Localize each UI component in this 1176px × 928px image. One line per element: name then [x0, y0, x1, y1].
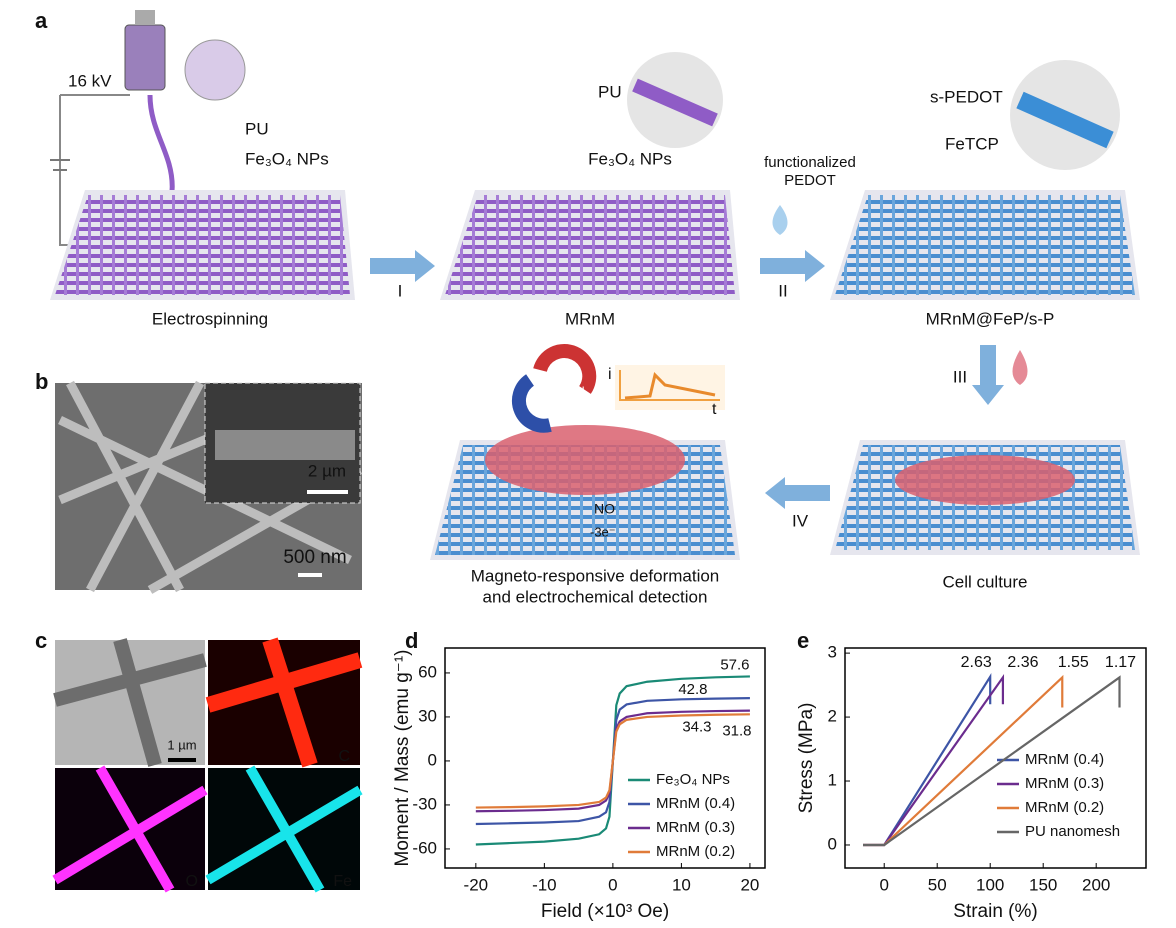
map-label: Fe	[333, 873, 352, 890]
panel-b-image	[55, 380, 363, 594]
legend-text: PU	[245, 119, 269, 138]
legend-label: PU nanomesh	[1025, 823, 1120, 840]
series-line	[475, 713, 750, 809]
x-tick-label: -10	[532, 875, 557, 894]
reaction: -3e⁻	[590, 524, 616, 539]
step-label: Magneto-responsive deformation	[471, 566, 720, 585]
scale-bar-label: 2 µm	[308, 461, 346, 480]
x-tick-label: 0	[879, 875, 888, 894]
value-label: 42.8	[678, 681, 707, 698]
scale-bar-label: 500 nm	[283, 547, 346, 568]
map-label: O	[186, 873, 198, 890]
magnet-pole: S	[546, 404, 554, 418]
y-tick-label: 60	[418, 662, 437, 681]
magnet-pole: N	[576, 384, 585, 398]
legend-label: MRnM (0.4)	[1025, 751, 1104, 768]
y-tick-label: -60	[412, 838, 437, 857]
x-tick-label: -20	[464, 875, 489, 894]
arrow-label: III	[953, 367, 967, 386]
series-line	[863, 673, 1005, 847]
step-label: MRnM	[565, 309, 615, 328]
x-tick-label: 0	[608, 875, 617, 894]
y-tick-label: 2	[828, 707, 837, 726]
value-label: 31.8	[722, 722, 751, 739]
y-tick-label: 30	[418, 706, 437, 725]
arrow-label: I	[398, 281, 403, 300]
y-tick-label: 1	[828, 771, 837, 790]
callout: functionalized	[764, 154, 856, 171]
map-label: C	[338, 748, 350, 765]
x-axis-label: Field (×10³ Oe)	[541, 901, 669, 922]
legend-label: MRnM (0.2)	[656, 843, 735, 860]
y-tick-label: 3	[828, 643, 837, 662]
series-line	[863, 672, 992, 847]
y-tick-label: 0	[828, 834, 837, 853]
arrow-label: II	[778, 281, 787, 300]
callout: FeTCP	[945, 134, 999, 153]
x-tick-label: 20	[740, 875, 759, 894]
series-line	[863, 675, 1121, 847]
legend-label: MRnM (0.2)	[1025, 799, 1104, 816]
step-label: MRnM@FeP/s-P	[926, 309, 1055, 328]
value-label: 34.3	[682, 719, 711, 736]
legend-label: MRnM (0.3)	[656, 819, 735, 836]
annotation: 1.55	[1058, 654, 1089, 671]
x-tick-label: 50	[928, 875, 947, 894]
callout: PU	[598, 82, 622, 101]
texts: a b c d e 16 kV PU Fe₃O₄ NPs Electrospin…	[35, 8, 1054, 890]
panel-label: d	[405, 628, 418, 653]
legend-text: Fe₃O₄ NPs	[245, 149, 329, 168]
panel-c-images	[52, 637, 363, 893]
legend-label: MRnM (0.4)	[656, 795, 735, 812]
panel-a-art	[50, 10, 1140, 560]
panel-label: e	[797, 628, 809, 653]
step-label: Electrospinning	[152, 309, 268, 328]
annotation: 1.17	[1105, 654, 1136, 671]
value-label: 57.6	[720, 656, 749, 673]
arrow-label: IV	[792, 511, 809, 530]
callout: PEDOT	[784, 172, 836, 189]
x-tick-label: 150	[1029, 875, 1057, 894]
x-axis-label: Strain (%)	[953, 901, 1037, 922]
legend-label: Fe₃O₄ NPs	[656, 771, 730, 788]
callout: Fe₃O₄ NPs	[588, 149, 672, 168]
axis-symbol: t	[712, 401, 717, 418]
scale-bar-label: 1 µm	[167, 737, 196, 752]
callout: s-PEDOT	[930, 87, 1003, 106]
y-axis-label: Moment / Mass (emu g⁻¹)	[392, 650, 413, 867]
plot-frame	[844, 647, 1147, 869]
annotation: 2.36	[1007, 654, 1038, 671]
step-label: and electrochemical detection	[483, 587, 708, 606]
reaction: NO	[594, 501, 615, 517]
y-tick-label: -30	[412, 794, 437, 813]
step-label: Cell culture	[942, 572, 1027, 591]
x-tick-label: 100	[976, 875, 1004, 894]
x-tick-label: 10	[672, 875, 691, 894]
legend-label: MRnM (0.3)	[1025, 775, 1104, 792]
y-tick-label: 0	[428, 750, 437, 769]
annotation: 2.63	[961, 654, 992, 671]
y-axis-label: Stress (MPa)	[796, 703, 817, 814]
panel-label: c	[35, 628, 47, 653]
panel-label: a	[35, 8, 48, 33]
voltage: 16 kV	[68, 71, 112, 90]
axis-symbol: i	[608, 366, 612, 383]
plot-frame	[444, 647, 766, 869]
panel-label: b	[35, 369, 48, 394]
x-tick-label: 200	[1082, 875, 1110, 894]
